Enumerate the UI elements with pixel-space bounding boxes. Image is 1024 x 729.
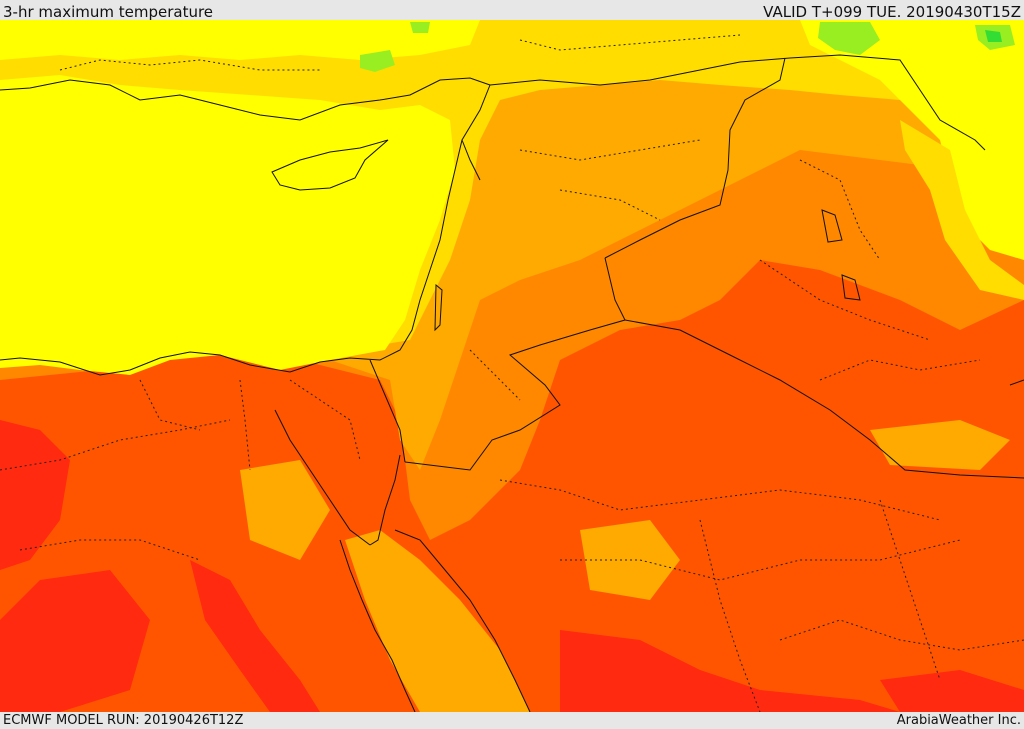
border-israel-lebanon bbox=[461, 139, 481, 181]
admin-boundaries bbox=[0, 34, 1024, 712]
country-borders bbox=[369, 54, 1024, 479]
red-sea-west bbox=[339, 539, 416, 712]
header-bar: 3-hr maximum temperature VALID T+099 TUE… bbox=[0, 0, 1024, 21]
cyprus bbox=[271, 139, 389, 191]
fill-amber-patch-3 bbox=[240, 460, 330, 560]
fill-amber-patch-2 bbox=[870, 420, 1010, 470]
footer-bar: ECMWF MODEL RUN: 20190426T12Z ArabiaWeat… bbox=[0, 712, 1024, 729]
fill-yellow-north bbox=[0, 20, 480, 60]
levant-coast bbox=[379, 84, 491, 361]
lake-1 bbox=[821, 209, 843, 243]
valid-time: VALID T+099 TUE. 20190430T15Z bbox=[763, 3, 1021, 21]
map-title: 3-hr maximum temperature bbox=[3, 3, 214, 21]
egypt-coast bbox=[0, 351, 381, 376]
admin-iraq-1 bbox=[799, 159, 881, 261]
admin-saudi-1 bbox=[499, 479, 941, 521]
admin-saudi-4 bbox=[879, 499, 941, 681]
border-iraq-saudi bbox=[624, 319, 1024, 479]
coastlines bbox=[0, 77, 1024, 712]
fill-red-nile bbox=[190, 560, 320, 712]
fill-green-1 bbox=[818, 22, 880, 55]
admin-saudi-3 bbox=[699, 519, 761, 712]
admin-iraq-3 bbox=[819, 359, 981, 381]
admin-jordan-1 bbox=[469, 349, 521, 401]
admin-egypt-4 bbox=[239, 379, 251, 471]
map-canvas bbox=[0, 20, 1024, 712]
fill-red-egypt-south bbox=[0, 570, 150, 712]
admin-iraq-2 bbox=[759, 259, 931, 341]
fill-green-3 bbox=[985, 30, 1002, 42]
red-sea-east bbox=[394, 529, 531, 712]
admin-syria-1 bbox=[519, 139, 701, 161]
credit-text: ArabiaWeather Inc. bbox=[896, 713, 1021, 728]
turkey-coast bbox=[0, 77, 491, 121]
fill-red-egypt-west bbox=[0, 420, 70, 570]
border-jordan bbox=[404, 257, 626, 471]
border-turkey-syria bbox=[489, 54, 986, 151]
border-syria-iraq bbox=[604, 57, 786, 259]
admin-egypt-1 bbox=[0, 419, 231, 471]
lake-2 bbox=[841, 274, 861, 301]
temperature-map[interactable] bbox=[0, 20, 1024, 712]
fill-green-5 bbox=[410, 22, 430, 33]
border-sinai bbox=[369, 359, 406, 463]
dead-sea bbox=[434, 283, 443, 332]
admin-turkey-1 bbox=[59, 59, 320, 71]
fill-mediterranean bbox=[0, 75, 455, 375]
sinai-gulf-west bbox=[274, 409, 371, 546]
admin-turkey-2 bbox=[519, 34, 741, 51]
model-run: ECMWF MODEL RUN: 20190426T12Z bbox=[3, 713, 244, 728]
fill-yellow-northeast bbox=[800, 20, 1024, 260]
gulf-head bbox=[1009, 379, 1024, 386]
sinai-gulf-east bbox=[369, 454, 401, 546]
admin-saudi-2 bbox=[560, 539, 961, 581]
admin-syria-2 bbox=[559, 189, 661, 221]
admin-saudi-5 bbox=[779, 619, 1024, 651]
fill-red-sea bbox=[345, 530, 530, 712]
fill-gold-northeast bbox=[900, 120, 1024, 300]
fill-red-arabia-south bbox=[560, 630, 900, 712]
fill-green-4 bbox=[360, 50, 395, 72]
admin-egypt-2 bbox=[19, 539, 201, 561]
fill-red-east bbox=[880, 670, 1024, 712]
